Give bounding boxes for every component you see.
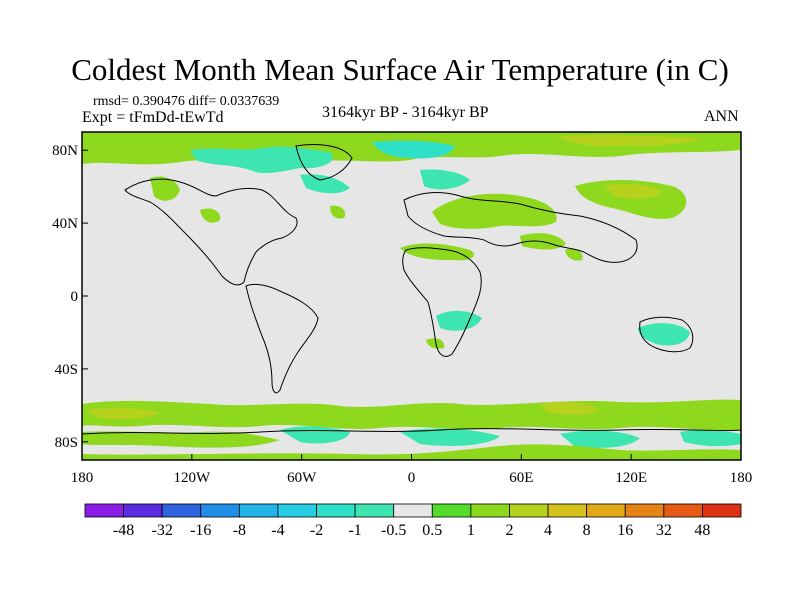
colorbar-swatch: [702, 503, 742, 518]
lat-tick-label: 80S: [55, 435, 78, 451]
anomaly-region: [638, 323, 690, 346]
lon-tick-label: 60E: [509, 470, 533, 486]
anomaly-fields: [82, 132, 741, 460]
lon-tick-label: 120E: [615, 470, 647, 486]
colorbar-label: 16: [617, 522, 633, 539]
longitude-axis: 180 120W 60W 0 60E 120E 180: [71, 454, 753, 486]
anomaly-region: [400, 428, 500, 446]
lat-tick-label: 80N: [52, 143, 78, 159]
anomaly-region: [560, 430, 640, 448]
anomaly-region: [150, 176, 180, 201]
coastlines: [82, 144, 741, 435]
colorbar-swatch: [238, 503, 279, 518]
anomaly-region: [420, 169, 470, 190]
anomaly-region: [565, 248, 583, 261]
map-title: Coldest Month Mean Surface Air Temperatu…: [71, 52, 729, 87]
colorbar-label: 4: [544, 522, 552, 539]
colorbar-label: 2: [505, 522, 513, 539]
colorbar-swatch: [123, 503, 163, 518]
colorbar-swatch: [84, 503, 124, 518]
colorbar-swatch: [161, 503, 202, 518]
anomaly-region: [426, 338, 445, 349]
colorbar-label: 32: [656, 522, 672, 539]
anomaly-region: [604, 184, 664, 199]
colorbar-label: -48: [113, 522, 134, 539]
anomaly-region: [190, 146, 333, 174]
anomaly-region: [300, 174, 350, 194]
anomaly-region: [436, 310, 482, 331]
colorbar-swatch: [431, 503, 472, 518]
colorbar-swatch: [547, 503, 588, 518]
colorbar-label: 48: [694, 522, 710, 539]
colorbar-label: 8: [583, 522, 591, 539]
colorbar-label: -32: [152, 522, 173, 539]
lon-tick-label: 180: [71, 470, 94, 486]
colorbar-label: -16: [190, 522, 211, 539]
lon-tick-label: 180: [730, 470, 753, 486]
anomaly-region: [82, 431, 280, 448]
colorbar-label: 0.5: [422, 522, 442, 539]
colorbar-swatch: [316, 503, 356, 518]
anomaly-region: [200, 208, 221, 223]
anomaly-region: [372, 140, 455, 159]
lat-tick-label: 40S: [55, 362, 78, 378]
anomaly-region: [540, 402, 600, 415]
lon-tick-label: 0: [408, 470, 416, 486]
latitude-axis: 80N 40N 0 40S 80S: [52, 143, 88, 451]
anomaly-region: [432, 193, 557, 229]
season-label: ANN: [704, 108, 739, 125]
colorbar-swatch: [624, 503, 665, 518]
colorbar-swatch: [200, 503, 240, 518]
colorbar-swatch: [509, 503, 549, 518]
stats-label: rmsd= 0.390476 diff= 0.0337639: [93, 94, 280, 109]
colorbar-label: -8: [233, 522, 246, 539]
anomaly-region: [82, 444, 741, 460]
colorbar-swatch: [663, 503, 703, 518]
colorbar-label: -1: [348, 522, 361, 539]
lat-tick-label: 40N: [52, 216, 78, 232]
colorbar-labels: -48 -32 -16 -8 -4 -2 -1 -0.5 0.5 1 2 4 8 16 32 48: [113, 522, 710, 539]
anomaly-region: [86, 407, 160, 420]
colorbar-swatch: [393, 503, 433, 518]
experiment-label: Expt = tFmDd-tEwTd: [82, 109, 224, 126]
colorbar-swatch: [354, 503, 395, 518]
period-label: 3164kyr BP - 3164kyr BP: [322, 104, 489, 121]
colorbar-swatch: [586, 503, 626, 518]
colorbar-label: -2: [310, 522, 323, 539]
colorbar-swatch: [470, 503, 510, 518]
colorbar-swatch: [277, 503, 317, 518]
lat-tick-label: 0: [71, 289, 79, 305]
lon-tick-label: 120W: [173, 470, 211, 486]
colorbar-label: 1: [467, 522, 475, 539]
lon-tick-label: 60W: [287, 470, 317, 486]
anomaly-region: [680, 429, 741, 447]
colorbar-label: -4: [271, 522, 284, 539]
anomaly-region: [560, 135, 700, 146]
anomaly-region: [330, 205, 346, 219]
colorbar-label: -0.5: [381, 522, 406, 539]
colorbar: [84, 503, 742, 518]
